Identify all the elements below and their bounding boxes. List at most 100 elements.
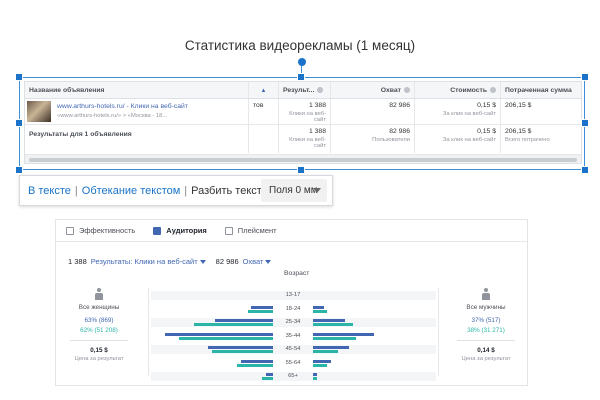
audience-panel: Эффективность Аудитория Плейсмент 1 388 … bbox=[55, 219, 528, 386]
spent-cell: 206,15 $ bbox=[505, 102, 532, 109]
age-tick-label: 65+ bbox=[288, 373, 298, 379]
col-spent[interactable]: Потраченная сумма bbox=[505, 87, 572, 94]
sort-up-icon[interactable]: ▲ bbox=[260, 88, 267, 94]
men-cost: 0,14 $ bbox=[477, 347, 495, 354]
rotate-handle[interactable] bbox=[298, 58, 306, 66]
placement-icon bbox=[224, 226, 233, 235]
break-text-option[interactable]: Разбить текст bbox=[191, 184, 262, 197]
women-bar-45-54-Охват[interactable] bbox=[211, 350, 273, 353]
resize-handle-ne[interactable] bbox=[581, 73, 589, 81]
men-results-pct: 37% (517) bbox=[471, 317, 501, 324]
resize-handle-s[interactable] bbox=[297, 166, 305, 174]
age-row-45-54 bbox=[151, 345, 436, 354]
total-spent: 206,15 $ Всего потрачено bbox=[505, 128, 550, 143]
horizontal-scrollbar[interactable] bbox=[25, 154, 581, 163]
women-bar-18-24-Результаты[interactable] bbox=[251, 305, 273, 309]
women-bar-65+-Охват[interactable] bbox=[262, 377, 273, 380]
women-bar-45-54-Результаты[interactable] bbox=[208, 346, 273, 349]
resize-handle-se[interactable] bbox=[581, 166, 589, 174]
resize-handle-e[interactable] bbox=[581, 119, 589, 127]
men-cost-label: Цена за результат bbox=[461, 356, 511, 362]
women-bar-55-64-Охват[interactable] bbox=[237, 363, 273, 367]
men-bar-65+-Результаты[interactable] bbox=[313, 373, 317, 376]
total-label: Результаты для 1 объявления bbox=[25, 125, 249, 153]
tab-performance[interactable]: Эффективность bbox=[66, 226, 135, 235]
image-wrap-toolbar: В тексте | Обтекание текстом | Разбить т… bbox=[19, 175, 333, 206]
age-tick-label: 18-24 bbox=[285, 305, 301, 312]
divider bbox=[457, 340, 515, 341]
total-reach: 82 986 Пользователи bbox=[331, 125, 415, 153]
men-bar-25-34-Результаты[interactable] bbox=[313, 319, 346, 322]
resize-handle-w[interactable] bbox=[15, 119, 23, 127]
age-row-65+ bbox=[151, 372, 436, 381]
results-metric-dropdown[interactable]: Результаты: Клики на веб-сайт bbox=[91, 257, 206, 266]
women-bar-25-34-Охват[interactable] bbox=[193, 323, 273, 326]
col-cost[interactable]: Стоимость bbox=[415, 82, 501, 98]
panel-tabs: Эффективность Аудитория Плейсмент bbox=[56, 220, 527, 242]
women-bar-25-34-Результаты[interactable] bbox=[215, 319, 273, 322]
total-cost: 0,15 $ За клик на веб-сайт bbox=[415, 125, 501, 153]
resize-handle-sw[interactable] bbox=[15, 166, 23, 174]
men-bar-35-44-Охват[interactable] bbox=[313, 336, 357, 340]
men-bar-25-34-Охват[interactable] bbox=[313, 323, 353, 326]
divider bbox=[148, 288, 149, 376]
women-bar-55-64-Результаты[interactable] bbox=[240, 359, 273, 363]
men-bar-45-54-Результаты[interactable] bbox=[313, 346, 349, 349]
wrap-inline-option[interactable]: В тексте bbox=[28, 184, 71, 197]
empty-cell bbox=[249, 125, 279, 153]
ad-url: «www.arthurs-hotels.ru/» > «Москва - 18.… bbox=[57, 113, 168, 119]
age-tick-label: 55-64 bbox=[285, 359, 301, 366]
results-count: 1 388 bbox=[68, 257, 87, 266]
chart-caption: Статистика видеорекламы (1 месяц) bbox=[184, 38, 416, 53]
ad-thumbnail bbox=[27, 101, 51, 122]
table-header: Название объявления ▲ Результ... Охват С… bbox=[25, 82, 581, 99]
info-icon bbox=[404, 87, 410, 94]
women-label: Все женщины bbox=[78, 304, 120, 311]
men-bar-45-54-Охват[interactable] bbox=[313, 350, 339, 353]
women-results-pct: 63% (869) bbox=[84, 317, 114, 324]
metrics-selector: 1 388 Результаты: Клики на веб-сайт 82 9… bbox=[68, 257, 272, 266]
women-bar-35-44-Охват[interactable] bbox=[179, 336, 273, 340]
women-bar-65+-Результаты[interactable] bbox=[265, 373, 273, 376]
woman-icon bbox=[95, 288, 103, 300]
men-bar-18-24-Охват[interactable] bbox=[313, 309, 328, 313]
toolbar-separator: | bbox=[184, 184, 188, 197]
people-icon bbox=[153, 226, 162, 235]
chevron-down-icon bbox=[313, 188, 321, 193]
wrap-text-option[interactable]: Обтекание текстом bbox=[81, 184, 181, 197]
toolbar-separator: | bbox=[74, 184, 78, 197]
total-results: 1 388 Клики на веб-сайт bbox=[279, 125, 331, 153]
women-cost: 0,15 $ bbox=[90, 347, 108, 354]
col-reach[interactable]: Охват bbox=[331, 82, 415, 98]
women-bar-35-44-Результаты[interactable] bbox=[165, 332, 273, 336]
men-bar-55-64-Результаты[interactable] bbox=[313, 359, 331, 363]
age-tick-label: 45-54 bbox=[285, 346, 301, 352]
rotate-handle-stem bbox=[301, 65, 302, 77]
caret-down-icon bbox=[199, 260, 206, 265]
tab-placement[interactable]: Плейсмент bbox=[224, 226, 277, 235]
ad-cell: www.arthurs-hotels.ru/ - Клики на веб-са… bbox=[25, 99, 249, 124]
table-total-row: Результаты для 1 объявления 1 388 Клики н… bbox=[25, 125, 581, 153]
ad-link[interactable]: www.arthurs-hotels.ru/ - Клики на веб-са… bbox=[57, 103, 188, 110]
margin-dropdown[interactable]: Поля 0 мм bbox=[261, 179, 327, 202]
scrollbar-thumb[interactable] bbox=[29, 158, 577, 162]
results-cell: 1 388 Клики на веб-сайт bbox=[279, 99, 331, 124]
ads-table: Название объявления ▲ Результ... Охват С… bbox=[24, 81, 582, 164]
reach-count: 82 986 bbox=[215, 257, 239, 266]
men-bar-55-64-Охват[interactable] bbox=[313, 363, 328, 367]
men-bar-35-44-Результаты[interactable] bbox=[313, 332, 375, 336]
tab-audience[interactable]: Аудитория bbox=[153, 226, 207, 235]
age-row-25-34 bbox=[151, 318, 436, 327]
image-selection-frame[interactable] bbox=[19, 77, 585, 170]
resize-handle-n[interactable] bbox=[297, 73, 305, 81]
col-results[interactable]: Результ... bbox=[279, 82, 331, 98]
men-bar-18-24-Результаты[interactable] bbox=[313, 305, 324, 309]
man-icon bbox=[482, 288, 490, 300]
women-bar-18-24-Охват[interactable] bbox=[247, 309, 273, 313]
col-ad-name[interactable]: Название объявления bbox=[25, 82, 249, 98]
men-bar-65+-Охват[interactable] bbox=[313, 377, 317, 380]
reach-metric-dropdown[interactable]: Охват bbox=[243, 257, 272, 266]
women-reach-pct: 62% (51 208) bbox=[80, 327, 118, 334]
col-sort[interactable]: ▲ bbox=[249, 82, 279, 98]
resize-handle-nw[interactable] bbox=[15, 73, 23, 81]
